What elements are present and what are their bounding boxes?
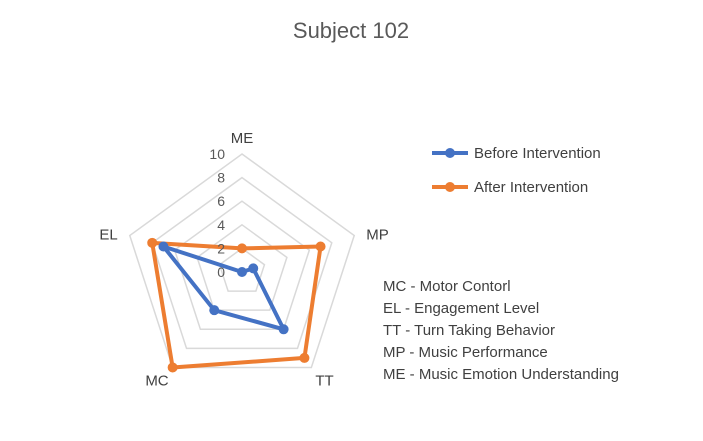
legend: Before Intervention After Intervention — [432, 145, 601, 196]
axis-label: MC — [145, 372, 168, 389]
series-point — [237, 243, 247, 254]
note-line: MC - Motor Contorl — [383, 278, 511, 295]
series-point — [209, 305, 220, 316]
radial-tick-labels: 0 2 4 6 8 10 — [209, 146, 225, 280]
axis-label: TT — [315, 372, 333, 389]
note-line: ME - Music Emotion Understanding — [383, 366, 619, 383]
series-point — [167, 362, 178, 373]
tick-label: 8 — [217, 170, 225, 186]
series-point — [299, 352, 310, 363]
grid-ring — [151, 176, 333, 350]
note-line: TT - Turn Taking Behavior — [383, 322, 555, 339]
note-line: MP - Music Performance — [383, 344, 548, 361]
note-line: EL - Engagement Level — [383, 300, 539, 317]
axis-label: MP — [366, 227, 389, 244]
axis-label: ME — [231, 130, 254, 147]
series-line — [161, 244, 286, 332]
legend-label: After Intervention — [474, 179, 588, 196]
grid-ring — [173, 200, 311, 331]
abbreviation-notes: MC - Motor Contorl EL - Engagement Level T… — [383, 278, 619, 383]
series-point — [278, 324, 289, 335]
tick-label: 0 — [217, 264, 225, 280]
grid-ring — [218, 247, 266, 292]
axis-label: EL — [99, 227, 117, 244]
series-point — [248, 263, 259, 274]
series-layer — [147, 237, 326, 373]
grid-ring — [196, 223, 288, 311]
legend-label: Before Intervention — [474, 145, 601, 162]
axis-labels: ME MP TT MC EL — [99, 130, 388, 389]
chart-title: Subject 102 — [293, 18, 409, 43]
tick-label: 2 — [217, 240, 225, 256]
tick-label: 6 — [217, 193, 225, 209]
radar-grid — [128, 153, 356, 369]
series-point — [315, 241, 326, 252]
series-point — [237, 267, 247, 277]
tick-label: 4 — [217, 217, 225, 233]
legend-swatch-marker — [445, 148, 455, 158]
series-point — [158, 241, 169, 252]
grid-ring — [128, 153, 356, 369]
tick-label: 10 — [209, 146, 225, 162]
legend-swatch-marker — [445, 182, 455, 192]
series-point — [147, 237, 158, 248]
